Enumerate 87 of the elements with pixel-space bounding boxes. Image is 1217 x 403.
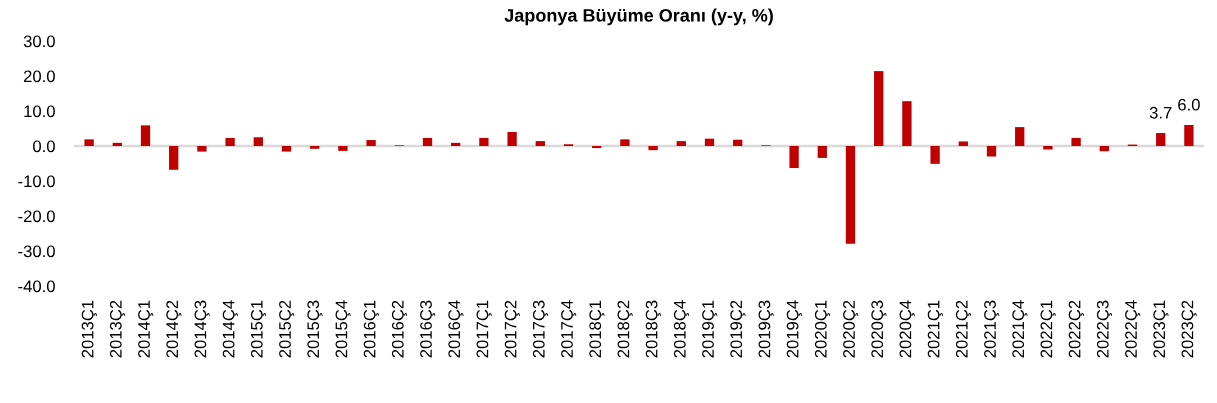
bar	[451, 142, 461, 146]
x-tick-label: 2023Ç1	[1153, 300, 1169, 358]
bar	[225, 137, 235, 146]
x-tick-label: 2021Ç3	[984, 300, 1000, 358]
bar	[535, 141, 545, 146]
bar	[1099, 146, 1109, 152]
x-tick-label: 2016Ç1	[363, 300, 379, 358]
bar	[676, 141, 686, 146]
y-tick-label: 0.0	[33, 140, 55, 153]
x-tick-label: 2019Ç3	[758, 300, 774, 358]
x-tick-label: 2014Ç4	[222, 300, 238, 358]
y-tick-label: -20.0	[18, 210, 55, 223]
x-tick-label: 2014Ç1	[138, 300, 154, 358]
bar	[310, 146, 320, 149]
bar	[169, 146, 179, 170]
x-tick-label: 2015Ç2	[279, 300, 295, 358]
x-tick-label: 2018Ç3	[645, 300, 661, 358]
x-tick-label: 2015Ç4	[335, 300, 351, 358]
x-tick-label: 2016Ç3	[420, 300, 436, 358]
y-tick-label: 30.0	[23, 35, 55, 48]
bar	[366, 140, 376, 146]
x-tick-label: 2020Ç3	[871, 300, 887, 358]
x-tick-label: 2020Ç2	[843, 300, 859, 358]
bar	[817, 146, 827, 158]
bar	[986, 146, 997, 157]
x-tick-label: 2018Ç1	[589, 300, 605, 358]
data-label: 3.7	[1149, 106, 1172, 119]
bar	[1184, 125, 1194, 146]
x-tick-label: 2021Ç2	[955, 300, 972, 358]
x-tick-label: 2017Ç1	[476, 300, 492, 358]
bar	[592, 146, 602, 149]
bar	[704, 138, 715, 146]
x-tick-label: 2019Ç4	[786, 300, 802, 358]
bar	[648, 146, 658, 151]
bar	[1156, 133, 1166, 146]
bar	[507, 132, 517, 146]
x-tick-label: 2020Ç4	[899, 300, 915, 358]
y-tick-label: -40.0	[18, 280, 55, 293]
data-label: 6.0	[1178, 98, 1200, 111]
y-tick-label: 20.0	[23, 70, 55, 83]
x-tick-label: 2023Ç2	[1181, 300, 1197, 358]
bar	[1071, 137, 1081, 146]
bar	[789, 146, 799, 169]
bar	[197, 146, 207, 152]
bar	[253, 137, 263, 146]
x-tick-label: 2016Ç4	[448, 300, 464, 358]
bar	[84, 139, 94, 146]
x-tick-label: 2019Ç1	[702, 300, 718, 358]
bar	[620, 139, 630, 146]
x-tick-label: 2016Ç2	[391, 300, 408, 358]
x-tick-label: 2022Ç3	[1096, 300, 1113, 358]
x-tick-label: 2018Ç4	[673, 300, 690, 358]
x-tick-label: 2013Ç2	[109, 300, 126, 358]
x-tick-label: 2022Ç1	[1040, 300, 1056, 358]
y-tick-label: 10.0	[24, 105, 55, 118]
x-tick-label: 2013Ç1	[81, 300, 97, 358]
x-tick-label: 2015Ç3	[307, 300, 323, 358]
bar	[338, 146, 348, 151]
x-tick-label: 2019Ç2	[730, 300, 746, 358]
x-tick-label: 2015Ç1	[250, 300, 267, 358]
x-tick-label: 2018Ç2	[617, 300, 633, 358]
x-tick-label: 2021Ç4	[1012, 300, 1028, 358]
x-tick-label: 2014Ç2	[166, 300, 182, 358]
x-tick-label: 2022Ç4	[1125, 300, 1141, 358]
bar	[902, 101, 912, 146]
bar	[958, 141, 968, 146]
x-tick-label: 2017Ç3	[532, 300, 549, 358]
bar	[112, 142, 122, 146]
bar	[140, 125, 151, 146]
x-tick-label: 2021Ç1	[927, 300, 943, 358]
bar	[930, 146, 940, 164]
bar	[874, 71, 884, 146]
y-tick-label: -10.0	[18, 175, 55, 188]
y-tick-label: -30.0	[18, 245, 55, 258]
x-tick-label: 2014Ç3	[194, 300, 210, 358]
bar	[281, 146, 292, 152]
bar	[1015, 127, 1025, 146]
x-tick-label: 2020Ç1	[814, 300, 831, 358]
bar	[479, 137, 489, 146]
x-tick-label: 2022Ç2	[1068, 300, 1084, 358]
bar	[1043, 146, 1053, 150]
x-tick-label: 2017Ç4	[561, 300, 577, 358]
bar	[422, 137, 433, 146]
chart-title: Japonya Büyüme Oranı (y-y, %)	[504, 8, 773, 26]
x-tick-label: 2017Ç2	[504, 300, 520, 358]
bar	[733, 139, 743, 146]
bar	[845, 146, 856, 244]
